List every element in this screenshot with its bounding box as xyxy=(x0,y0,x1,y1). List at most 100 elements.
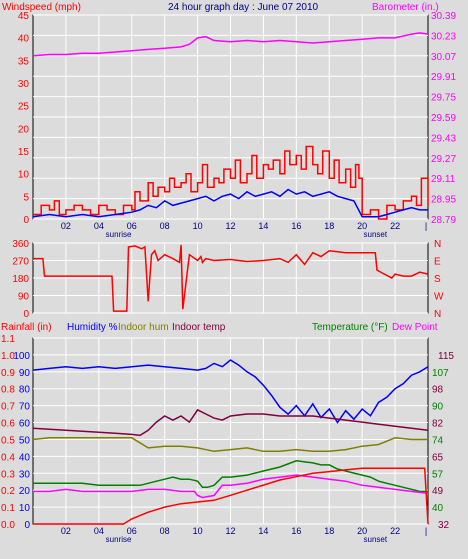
wind-tick-label: 5 xyxy=(23,192,29,203)
wind-x-tick-label-end: | xyxy=(425,221,427,231)
wind-tick-label: 20 xyxy=(18,124,30,135)
hum-x-tick-label: 06 xyxy=(127,526,137,536)
rain-tick-label: 0.3 xyxy=(1,469,15,480)
compass-tick-label: S xyxy=(434,274,441,285)
temperature-tick-label: 65 xyxy=(432,452,444,463)
rain-tick-label: 0.6 xyxy=(1,419,15,430)
wind-tick-label: 10 xyxy=(18,170,30,181)
rainfall-axis-title: Rainfall (in) xyxy=(1,322,52,333)
wind-x-tick-label: 22 xyxy=(390,221,400,231)
temperature-tick-label: 40 xyxy=(432,503,444,514)
wind-x-tick-label: 20 xyxy=(357,221,367,231)
sunset-label: sunset xyxy=(364,535,388,544)
direction-tick-label: 360 xyxy=(12,239,29,250)
temperature-tick-label: 115 xyxy=(438,351,454,362)
humidity-tick-label: 70 xyxy=(19,402,31,413)
wind-direction-series xyxy=(33,244,429,312)
wind-x-tick-label: 02 xyxy=(61,221,71,231)
rain-tick-label: 0.9 xyxy=(1,368,15,379)
humidity-tick-label: 60 xyxy=(19,419,31,430)
avg-wind-series xyxy=(32,188,428,218)
temperature-tick-label: 74 xyxy=(432,435,444,446)
hum-x-tick-label-end: | xyxy=(425,526,427,536)
indoor-temp-series xyxy=(32,408,429,437)
dew-point-legend: Dew Point xyxy=(392,322,438,333)
barometer-tick-label: 29.59 xyxy=(431,113,456,124)
temperature-tick-label: 98 xyxy=(432,385,444,396)
wind-x-tick-label: 14 xyxy=(258,221,268,231)
humidity-tick-label: 0 xyxy=(24,520,30,531)
direction-tick-label: 270 xyxy=(12,257,29,268)
temperature-tick-label: 32 xyxy=(438,520,450,531)
rain-tick-label: 0.8 xyxy=(1,385,15,396)
sunset-label: sunset xyxy=(364,230,388,239)
windspeed-axis-title: Windspeed (mph) xyxy=(2,2,81,13)
direction-tick-label: 180 xyxy=(12,274,29,285)
compass-tick-label: N xyxy=(434,309,441,320)
rain-tick-label: 0.0 xyxy=(1,520,15,531)
temperature-tick-label: 57 xyxy=(432,469,444,480)
rainfall-series xyxy=(33,467,429,525)
rain-tick-label: 0.2 xyxy=(1,486,15,497)
dew-point-series xyxy=(33,474,429,499)
temperature-tick-label: 82 xyxy=(432,419,444,430)
humidity-series xyxy=(32,359,429,424)
barometer-tick-label: 29.75 xyxy=(431,93,456,104)
barometer-axis-title: Barometer (in.) xyxy=(372,2,439,13)
direction-tick-label: 90 xyxy=(18,292,30,303)
hum-x-tick-label: 04 xyxy=(94,526,104,536)
wind-tick-label: 30 xyxy=(18,79,30,90)
humidity-tick-label: 30 xyxy=(19,469,31,480)
compass-tick-label: E xyxy=(434,257,441,268)
humidity-tick-label: 80 xyxy=(19,385,31,396)
barometer-tick-label: 29.43 xyxy=(431,133,456,144)
hum-x-tick-label: 08 xyxy=(160,526,170,536)
hum-x-tick-label: 20 xyxy=(357,526,367,536)
wind-x-tick-label: 08 xyxy=(160,221,170,231)
barometer-tick-label: 29.91 xyxy=(431,72,456,83)
barometer-tick-label: 29.11 xyxy=(431,174,456,185)
compass-tick-label: N xyxy=(434,239,441,250)
wind-x-tick-label: 12 xyxy=(225,221,235,231)
humidity-tick-label: 20 xyxy=(19,486,31,497)
windspeed-series xyxy=(33,145,429,220)
barometer-tick-label: 30.07 xyxy=(431,52,456,63)
rain-tick-label: 1.0 xyxy=(1,351,15,362)
humidity-tick-label: 50 xyxy=(19,435,31,446)
wind-x-tick-label: 10 xyxy=(193,221,203,231)
wind-x-tick-label: 04 xyxy=(94,221,104,231)
barometer-tick-label: 29.27 xyxy=(431,154,456,165)
wind-tick-label: 45 xyxy=(18,11,30,22)
wind-x-tick-label: 18 xyxy=(324,221,334,231)
wind-x-tick-label: 06 xyxy=(127,221,137,231)
temperature-axis-title: Temperature (°F) xyxy=(312,322,388,333)
barometer-tick-label: 28.95 xyxy=(431,195,456,206)
humidity-tick-label: 10 xyxy=(19,503,31,514)
direction-tick-label: 0 xyxy=(23,309,29,320)
temperature-tick-label: 107 xyxy=(432,368,449,379)
humidity-axis-title: Humidity % xyxy=(67,322,118,333)
humidity-tick-label: 100 xyxy=(13,351,30,362)
wind-tick-label: 35 xyxy=(18,56,30,67)
rain-tick-label: 0.7 xyxy=(1,402,15,413)
indoor-hum-series xyxy=(32,437,428,453)
chart-title: 24 hour graph day : June 07 2010 xyxy=(168,2,319,13)
temperature-tick-label: 90 xyxy=(432,402,444,413)
hum-x-tick-label: 18 xyxy=(324,526,334,536)
hum-x-tick-label: 22 xyxy=(390,526,400,536)
wind-tick-label: 0 xyxy=(23,215,29,226)
sunrise-label: sunrise xyxy=(106,230,132,239)
rain-tick-label: 0.5 xyxy=(1,435,15,446)
wind-tick-label: 15 xyxy=(18,147,30,158)
wind-tick-label: 25 xyxy=(18,102,30,113)
hum-x-tick-label: 10 xyxy=(193,526,203,536)
sunrise-label: sunrise xyxy=(106,535,132,544)
temperature-tick-label: 49 xyxy=(432,486,444,497)
hum-x-tick-label: 12 xyxy=(225,526,235,536)
barometer-series xyxy=(32,32,429,57)
humidity-tick-label: 90 xyxy=(19,368,31,379)
indoor-temp-legend: Indoor temp xyxy=(172,322,226,333)
hum-x-tick-label: 16 xyxy=(291,526,301,536)
